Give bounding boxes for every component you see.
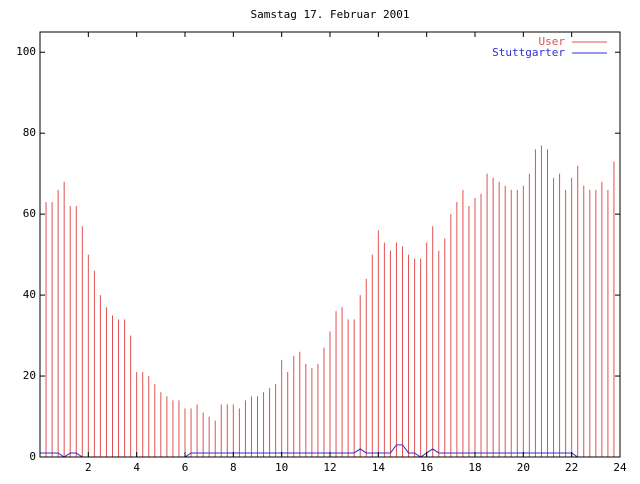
chart-title: Samstag 17. Februar 2001 — [251, 8, 410, 21]
x-tick-label: 12 — [323, 461, 336, 474]
x-tick-label: 16 — [420, 461, 433, 474]
y-tick-label: 20 — [23, 369, 36, 382]
y-tick-label: 100 — [16, 45, 36, 58]
y-tick-label: 80 — [23, 126, 36, 139]
x-tick-label: 20 — [517, 461, 530, 474]
x-tick-label: 8 — [230, 461, 237, 474]
y-tick-label: 60 — [23, 207, 36, 220]
x-tick-label: 22 — [565, 461, 578, 474]
x-tick-label: 10 — [275, 461, 288, 474]
legend-label: Stuttgarter — [492, 46, 565, 59]
x-tick-label: 24 — [613, 461, 627, 474]
x-tick-label: 18 — [468, 461, 481, 474]
legend-label: User — [539, 35, 566, 48]
x-tick-label: 14 — [372, 461, 386, 474]
x-tick-label: 6 — [182, 461, 189, 474]
y-tick-label: 0 — [29, 450, 36, 463]
y-tick-label: 40 — [23, 288, 36, 301]
x-tick-label: 4 — [133, 461, 140, 474]
x-tick-label: 2 — [85, 461, 92, 474]
